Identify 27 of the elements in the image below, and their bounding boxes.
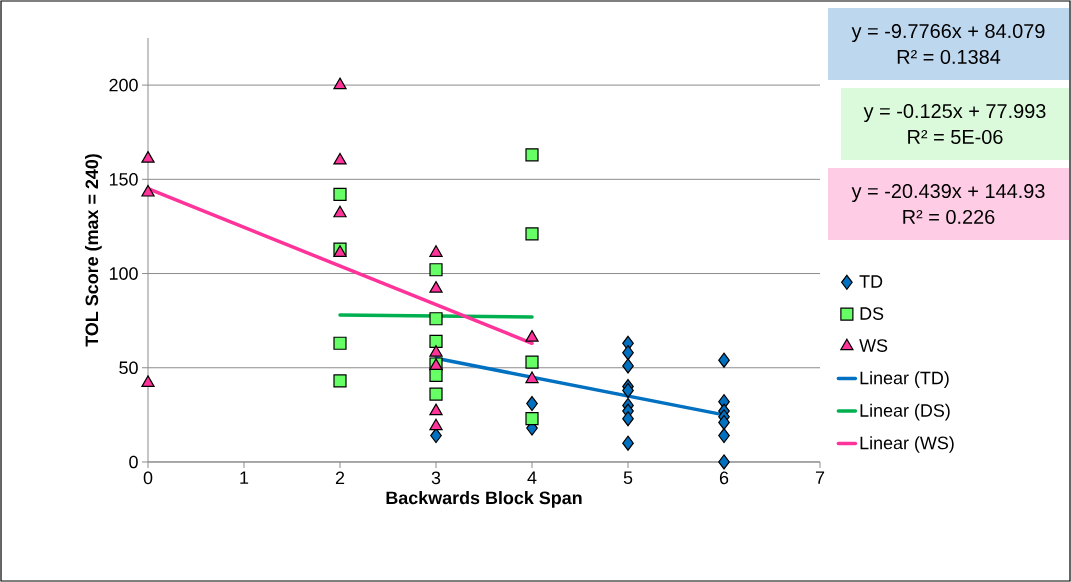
legend-label: Linear (TD) <box>860 371 949 388</box>
x-tick-label: 0 <box>143 471 153 485</box>
text: R² = 0.226 <box>903 209 995 224</box>
legend-label: Linear (WS) <box>860 436 954 453</box>
text: R² = 0.1384 <box>897 49 1001 64</box>
text: y = -9.7766x + 84.079 <box>851 23 1045 43</box>
text: y = -20.439x + 144.93 <box>851 183 1045 203</box>
x-tick-label: 6 <box>719 471 729 485</box>
y-tick-label: 200 <box>109 78 138 92</box>
x-axis-title: Backwards Block Span <box>386 491 582 508</box>
legend-label: Linear (DS) <box>860 403 950 421</box>
x-tick-label: 7 <box>815 471 825 484</box>
x-tick-label: 1 <box>240 471 249 484</box>
y-tick-label: 0 <box>129 455 138 469</box>
legend-label: WS <box>859 339 888 352</box>
y-axis-title: TOL Score (max = 240) <box>85 154 102 347</box>
legend-label: DS <box>860 307 884 320</box>
text: R² = 5E-06 <box>908 129 1003 144</box>
x-tick-label: 2 <box>335 471 345 485</box>
y-tick-label: 150 <box>109 172 138 186</box>
legend-label: TD <box>859 275 883 288</box>
x-tick-label: 5 <box>623 471 633 485</box>
x-tick-label: 3 <box>431 471 441 485</box>
x-tick-label: 4 <box>527 471 537 484</box>
text: y = -0.125x + 77.993 <box>863 103 1046 123</box>
y-tick-label: 100 <box>109 267 138 280</box>
y-tick-label: 50 <box>119 361 138 375</box>
